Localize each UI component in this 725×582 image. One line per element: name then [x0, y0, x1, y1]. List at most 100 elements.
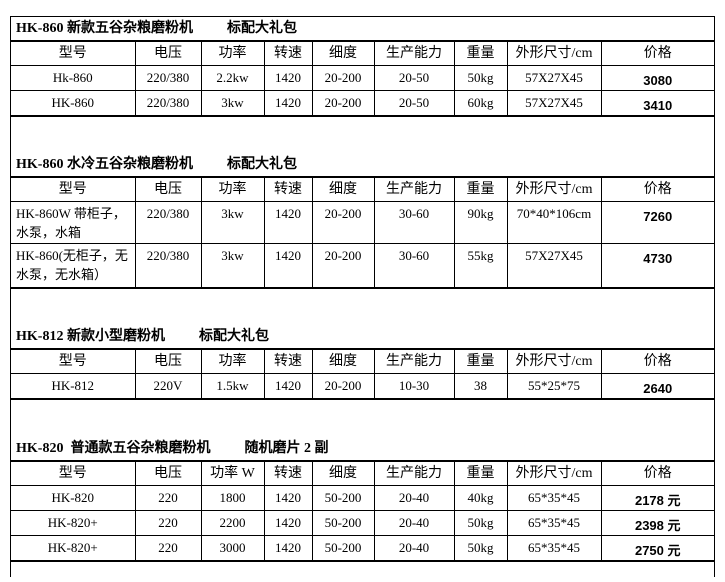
column-header: 重量 [453, 177, 508, 202]
column-header: 生产能力 [373, 461, 455, 486]
table-cell: 1420 [263, 373, 313, 399]
table-cell: 220/380 [134, 201, 202, 244]
column-header: 价格 [600, 177, 714, 202]
section-model-title: HK-820 普通款五谷杂粮磨粉机 [16, 441, 211, 456]
table-cell: 3kw [200, 90, 265, 116]
column-header: 价格 [600, 41, 714, 66]
table-cell: 20-200 [311, 201, 375, 244]
header-row: 型号 电压 功率 转速 细度 生产能力 重量 外形尺寸/cm 价格 [11, 41, 714, 66]
model-cell: Hk-860 [11, 65, 136, 91]
header-row: 型号 电压 功率 转速 细度 生产能力 重量 外形尺寸/cm 价格 [11, 349, 714, 374]
spec-table: 型号 电压 功率 W 转速 细度 生产能力 重量 外形尺寸/cm 价格 HK-820 220 1800… [11, 461, 714, 561]
product-section: HK-812 新款小型磨粉机 标配大礼包 型号 电压 功率 转速 细度 生产能力 重量 外形尺寸/… [11, 325, 714, 437]
table-cell: 20-200 [311, 90, 375, 116]
column-header: 功率 [200, 177, 265, 202]
column-header: 重量 [453, 349, 508, 374]
table-row: HK-812 220V 1.5kw 1420 20-200 10-30 38 55*25*75… [11, 373, 714, 399]
header-row: 型号 电压 功率 转速 细度 生产能力 重量 外形尺寸/cm 价格 [11, 177, 714, 202]
column-header: 型号 [11, 177, 136, 202]
table-cell: 50kg [453, 510, 508, 536]
column-header: 型号 [11, 41, 136, 66]
table-cell: 55kg [453, 243, 508, 288]
product-section: HK-860 水冷五谷杂粮磨粉机 标配大礼包 型号 电压 功率 转速 细度 生产能力 重量 外形尺… [11, 153, 714, 325]
price-cell: 2640 [600, 373, 714, 399]
table-cell: 57X27X45 [506, 65, 602, 91]
product-section: HK-820 普通款五谷杂粮磨粉机 随机磨片 2 副型号 电压 功率 W 转速 细度 生产能… [11, 437, 714, 582]
price-cell: 4730 [600, 243, 714, 288]
table-row: HK-820+ 220 3000 1420 50-200 20-40 50kg 65*35*4… [11, 535, 714, 561]
section-title: HK-860 新款五谷杂粮磨粉机 标配大礼包 [11, 17, 714, 41]
table-cell: 220/380 [134, 90, 202, 116]
column-header: 价格 [600, 461, 714, 486]
price-cell: 2398 元 [600, 510, 714, 536]
model-cell: HK-860 [11, 90, 136, 116]
column-header: 外形尺寸/cm [506, 41, 602, 66]
table-row: Hk-860 220/380 2.2kw 1420 20-200 20-50 50kg 57X… [11, 65, 714, 91]
table-row: HK-820+ 220 2200 1420 50-200 20-40 50kg 65*35*4… [11, 510, 714, 536]
model-cell: HK-820 [11, 485, 136, 511]
model-cell: HK-860(无柜子，无水泵，无水箱） [11, 243, 136, 288]
column-header: 外形尺寸/cm [506, 461, 602, 486]
table-cell: 1420 [263, 485, 313, 511]
table-cell: 50-200 [311, 510, 375, 536]
column-header: 功率 [200, 349, 265, 374]
table-cell: 1420 [263, 535, 313, 561]
column-header: 细度 [311, 41, 375, 66]
column-header: 功率 W [200, 461, 265, 486]
table-cell: 220 [134, 535, 202, 561]
table-cell: 57X27X45 [506, 90, 602, 116]
table-cell: 220/380 [134, 65, 202, 91]
table-row: HK-860(无柜子，无水泵，无水箱） 220/380 3kw 1420 20-200 3… [11, 243, 714, 288]
table-cell: 50-200 [311, 535, 375, 561]
table-cell: 50kg [453, 65, 508, 91]
table-cell: 50kg [453, 535, 508, 561]
table-cell: 57X27X45 [506, 243, 602, 288]
section-title: HK-812 新款小型磨粉机 标配大礼包 [11, 325, 714, 349]
column-header: 转速 [263, 349, 313, 374]
spacer [11, 116, 714, 153]
table-cell: 220/380 [134, 243, 202, 288]
table-cell: 1800 [200, 485, 265, 511]
table-row: HK-860 220/380 3kw 1420 20-200 20-50 60kg 57X27… [11, 90, 714, 116]
column-header: 转速 [263, 461, 313, 486]
table-cell: 20-200 [311, 373, 375, 399]
table-cell: 1.5kw [200, 373, 265, 399]
model-cell: HK-820+ [11, 535, 136, 561]
section-note: 随机磨片 2 副 [244, 441, 329, 456]
table-cell: 65*35*45 [506, 485, 602, 511]
column-header: 重量 [453, 41, 508, 66]
table-cell: 65*35*45 [506, 535, 602, 561]
column-header: 细度 [311, 177, 375, 202]
price-cell: 7260 [600, 201, 714, 244]
column-header: 转速 [263, 177, 313, 202]
table-cell: 10-30 [373, 373, 455, 399]
header-row: 型号 电压 功率 W 转速 细度 生产能力 重量 外形尺寸/cm 价格 [11, 461, 714, 486]
table-cell: 20-40 [373, 485, 455, 511]
table-cell: 20-50 [373, 90, 455, 116]
section-note: 标配大礼包 [198, 329, 269, 344]
table-cell: 2200 [200, 510, 265, 536]
table-cell: 3000 [200, 535, 265, 561]
table-row: HK-860W 带柜子，水泵，水箱 220/380 3kw 1420 20-200 30-… [11, 201, 714, 244]
table-cell: 1420 [263, 243, 313, 288]
table-cell: 3kw [200, 201, 265, 244]
section-model-title: HK-860 水冷五谷杂粮磨粉机 [16, 157, 193, 172]
table-cell: 2.2kw [200, 65, 265, 91]
table-cell: 60kg [453, 90, 508, 116]
section-title: HK-820 普通款五谷杂粮磨粉机 随机磨片 2 副 [11, 437, 714, 461]
table-cell: 65*35*45 [506, 510, 602, 536]
price-cell: 3080 [600, 65, 714, 91]
column-header: 电压 [134, 461, 202, 486]
table-cell: 20-40 [373, 535, 455, 561]
table-cell: 20-200 [311, 65, 375, 91]
column-header: 细度 [311, 461, 375, 486]
table-cell: 20-40 [373, 510, 455, 536]
table-cell: 20-50 [373, 65, 455, 91]
spacer [11, 288, 714, 325]
table-cell: 220 [134, 485, 202, 511]
column-header: 细度 [311, 349, 375, 374]
table-cell: 55*25*75 [506, 373, 602, 399]
section-title: HK-860 水冷五谷杂粮磨粉机 标配大礼包 [11, 153, 714, 177]
column-header: 价格 [600, 349, 714, 374]
table-cell: 1420 [263, 65, 313, 91]
